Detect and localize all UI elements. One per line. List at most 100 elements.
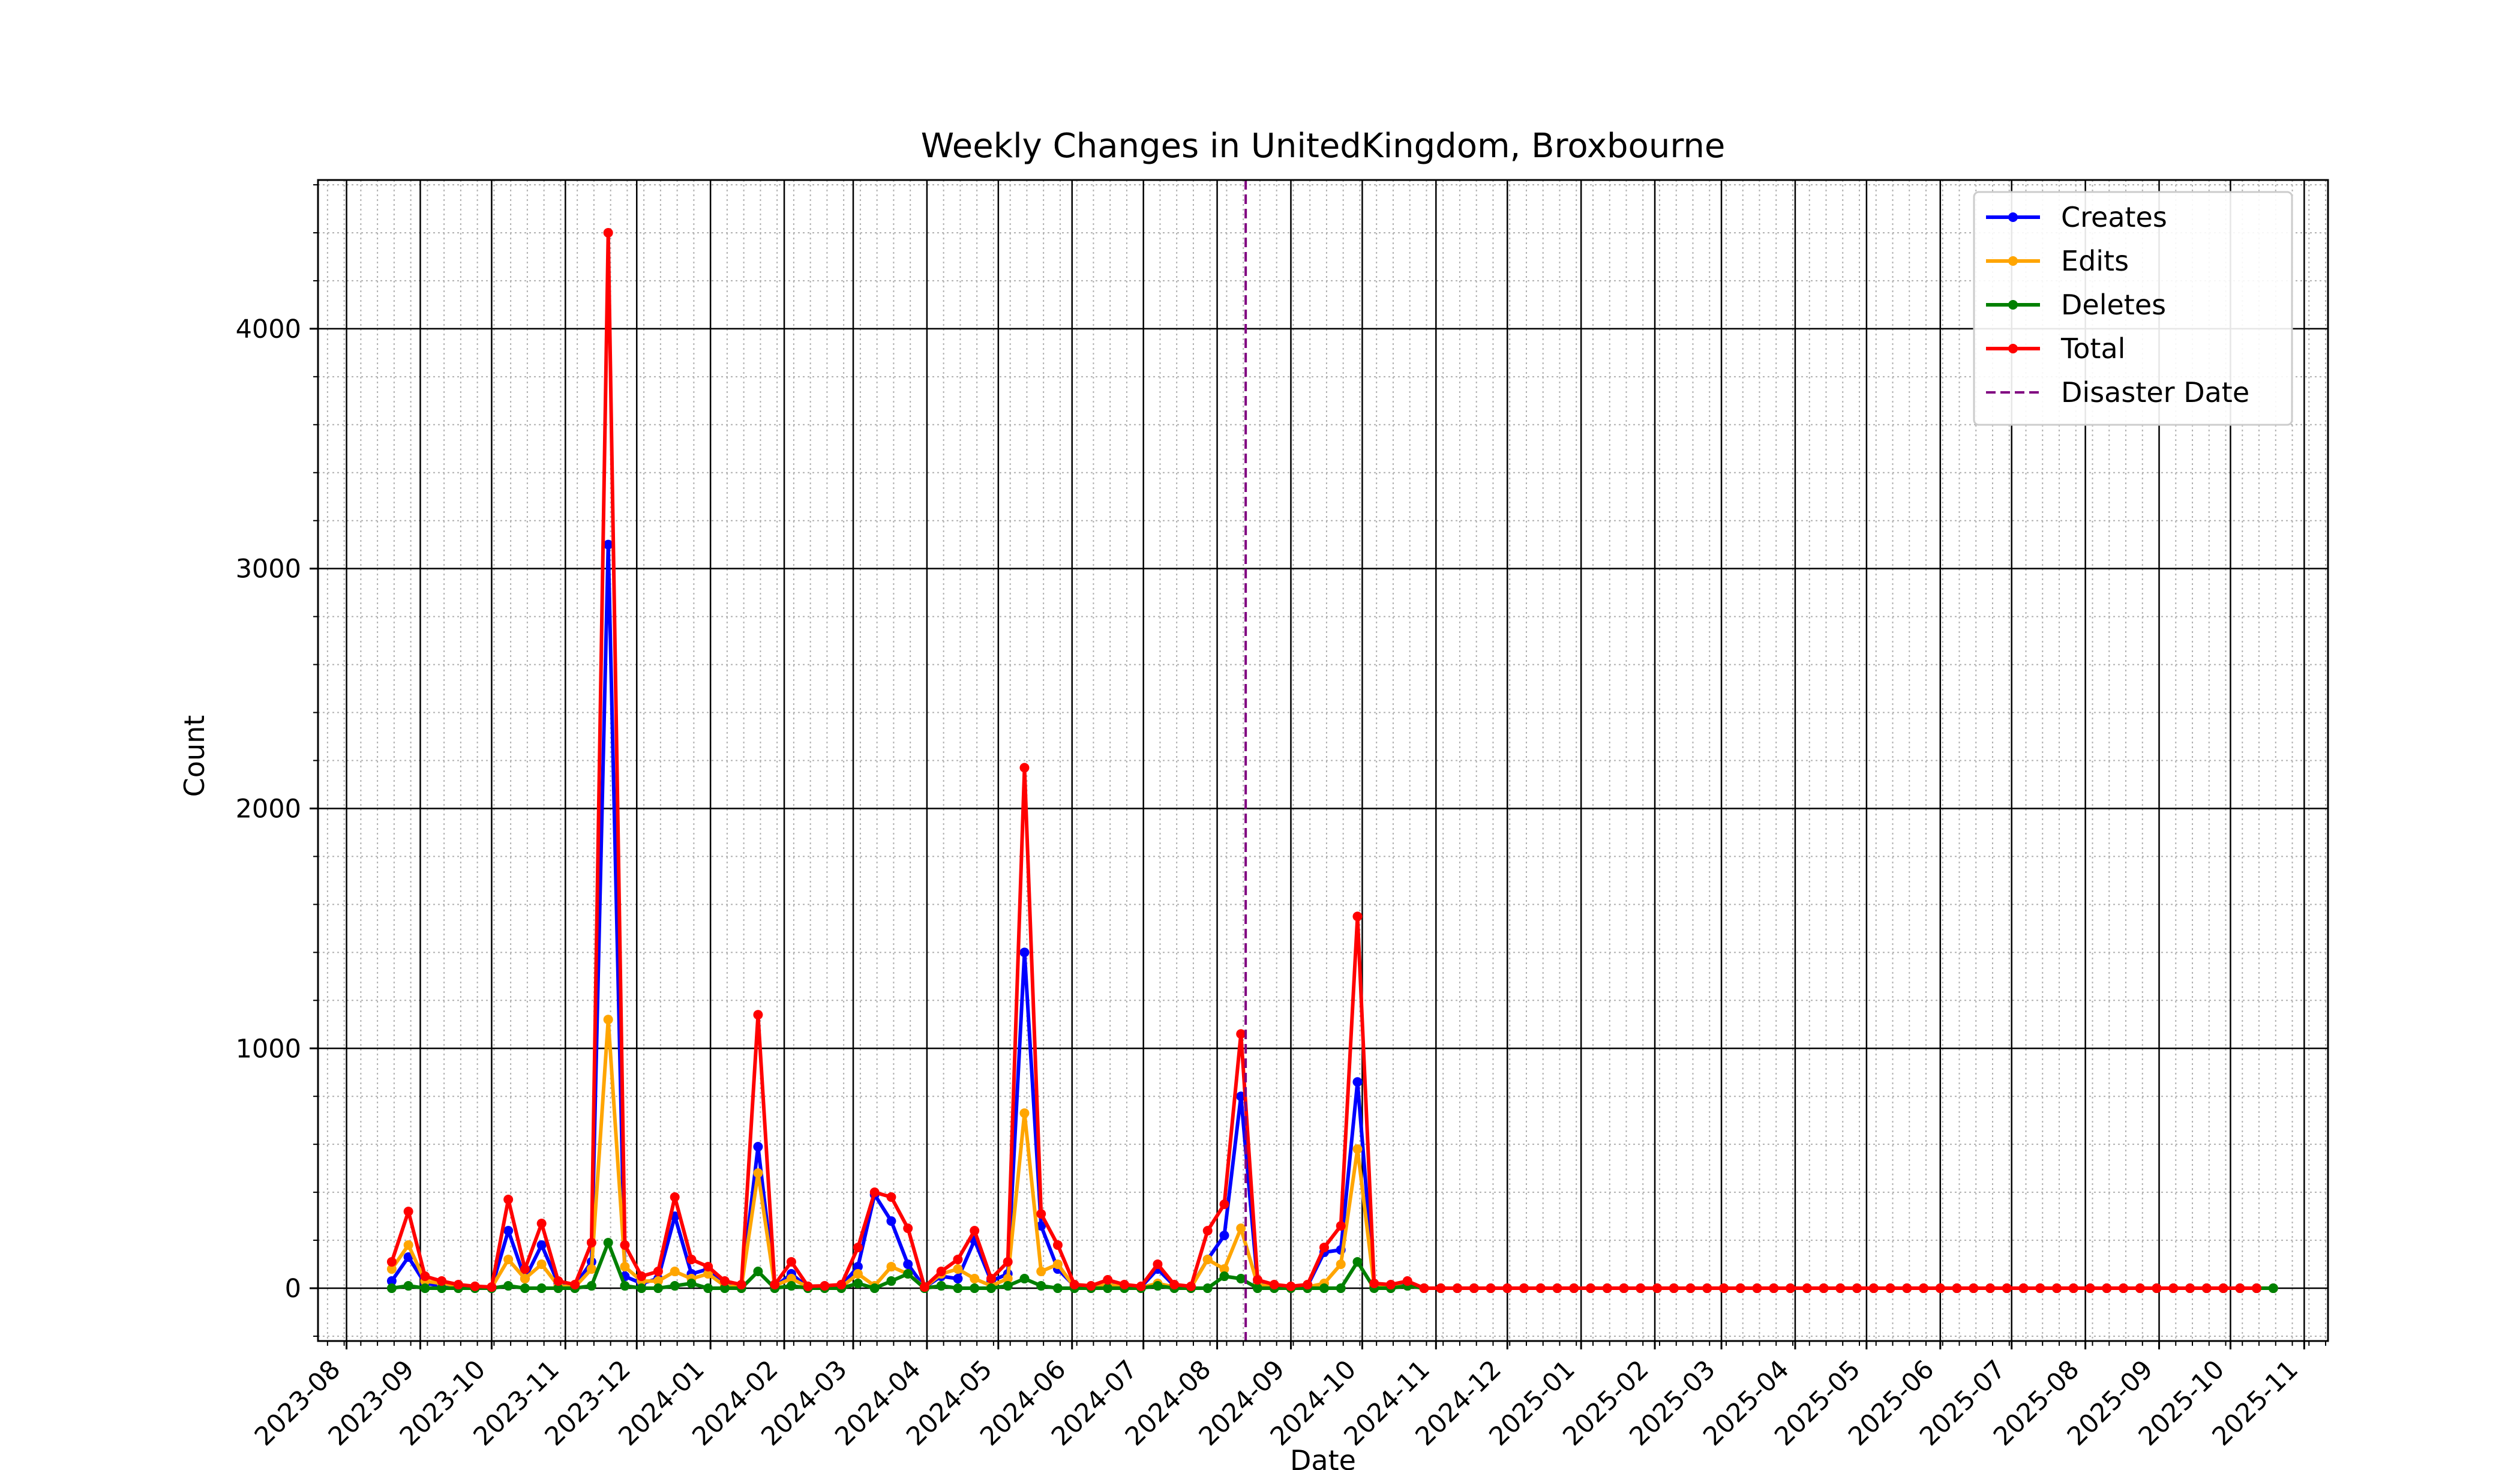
- y-tick-label: 0: [285, 1274, 301, 1304]
- data-point-total: [2018, 1283, 2029, 1294]
- data-point-total: [2119, 1283, 2129, 1294]
- data-point-total: [803, 1281, 813, 1291]
- data-point-total: [2052, 1283, 2062, 1294]
- data-point-total: [2135, 1283, 2145, 1294]
- data-point-creates: [886, 1216, 896, 1226]
- data-point-total: [670, 1192, 680, 1202]
- data-point-total: [986, 1274, 996, 1284]
- data-point-deletes: [703, 1283, 713, 1294]
- data-point-deletes: [403, 1281, 413, 1291]
- data-point-total: [2252, 1283, 2262, 1294]
- data-point-total: [1286, 1281, 1296, 1291]
- data-point-total: [553, 1276, 563, 1286]
- data-point-total: [620, 1240, 630, 1250]
- data-point-total: [1835, 1283, 1846, 1294]
- data-point-total: [836, 1280, 847, 1290]
- data-point-deletes: [637, 1283, 647, 1294]
- data-point-creates: [403, 1252, 413, 1262]
- data-point-deletes: [1336, 1283, 1346, 1294]
- data-point-total: [1336, 1221, 1346, 1231]
- data-point-deletes: [786, 1281, 796, 1291]
- data-point-total: [2002, 1283, 2012, 1294]
- y-tick-label: 1000: [236, 1034, 301, 1064]
- data-point-total: [1086, 1281, 1096, 1291]
- data-point-total: [736, 1280, 746, 1290]
- data-point-edits: [1352, 1144, 1363, 1154]
- data-point-total: [470, 1281, 480, 1291]
- data-point-total: [1819, 1283, 1829, 1294]
- data-point-deletes: [903, 1269, 913, 1279]
- data-point-total: [420, 1271, 430, 1282]
- data-point-deletes: [1103, 1283, 1113, 1294]
- data-point-total: [1169, 1280, 1180, 1290]
- data-point-total: [536, 1219, 547, 1229]
- data-point-edits: [586, 1264, 596, 1274]
- chart-title: Weekly Changes in UnitedKingdom, Broxbou…: [921, 127, 1726, 166]
- data-point-total: [1153, 1259, 1163, 1270]
- data-point-total: [1052, 1240, 1063, 1250]
- data-point-total: [1452, 1283, 1462, 1294]
- data-point-total: [1252, 1275, 1262, 1285]
- data-point-total: [886, 1192, 896, 1202]
- data-point-total: [1469, 1283, 1479, 1294]
- data-point-deletes: [1036, 1281, 1046, 1291]
- data-point-total: [820, 1281, 830, 1291]
- data-point-deletes: [1252, 1283, 1262, 1294]
- data-point-total: [953, 1255, 963, 1265]
- data-point-edits: [1052, 1259, 1063, 1270]
- data-point-total: [1636, 1283, 1646, 1294]
- data-point-total: [1652, 1283, 1663, 1294]
- data-point-total: [1619, 1283, 1629, 1294]
- data-point-total: [503, 1195, 514, 1205]
- data-point-total: [1535, 1283, 1546, 1294]
- data-point-total: [403, 1207, 413, 1217]
- x-axis-label: Date: [1290, 1444, 1356, 1470]
- data-point-total: [1569, 1283, 1579, 1294]
- data-point-total: [1352, 911, 1363, 922]
- data-point-deletes: [1153, 1281, 1163, 1291]
- data-point-edits: [953, 1264, 963, 1274]
- legend-label: Deletes: [2061, 289, 2166, 321]
- data-point-total: [1985, 1283, 1996, 1294]
- data-point-total: [2235, 1283, 2245, 1294]
- data-point-creates: [503, 1226, 514, 1236]
- data-point-total: [770, 1280, 780, 1290]
- data-point-total: [1402, 1276, 1412, 1286]
- data-point-deletes: [2268, 1283, 2278, 1294]
- data-point-total: [1852, 1283, 1862, 1294]
- data-point-edits: [653, 1276, 663, 1286]
- data-point-deletes: [1219, 1271, 1229, 1282]
- data-point-total: [1419, 1283, 1429, 1294]
- data-point-total: [1069, 1280, 1079, 1290]
- data-point-creates: [1352, 1077, 1363, 1087]
- data-point-edits: [1019, 1108, 1030, 1118]
- data-point-deletes: [1003, 1281, 1013, 1291]
- data-point-edits: [1003, 1274, 1013, 1284]
- data-point-deletes: [536, 1283, 547, 1294]
- data-point-edits: [786, 1274, 796, 1284]
- data-point-deletes: [503, 1281, 514, 1291]
- data-point-edits: [536, 1259, 547, 1270]
- data-point-edits: [403, 1240, 413, 1250]
- data-point-deletes: [936, 1281, 946, 1291]
- data-point-edits: [970, 1274, 980, 1284]
- data-point-total: [1969, 1283, 1979, 1294]
- data-point-total: [1136, 1281, 1146, 1291]
- data-point-total: [1519, 1283, 1529, 1294]
- data-point-total: [1752, 1283, 1762, 1294]
- data-point-total: [487, 1282, 497, 1292]
- data-point-total: [2102, 1283, 2112, 1294]
- data-point-edits: [1202, 1255, 1213, 1265]
- data-point-edits: [753, 1168, 763, 1178]
- data-point-total: [386, 1257, 397, 1267]
- data-point-total: [1885, 1283, 1895, 1294]
- data-point-total: [1436, 1283, 1446, 1294]
- data-point-total: [1103, 1275, 1113, 1285]
- data-point-deletes: [420, 1283, 430, 1294]
- data-point-total: [919, 1282, 929, 1292]
- data-point-deletes: [520, 1283, 530, 1294]
- data-point-total: [453, 1280, 463, 1290]
- data-point-total: [603, 227, 613, 238]
- data-point-total: [1502, 1283, 1513, 1294]
